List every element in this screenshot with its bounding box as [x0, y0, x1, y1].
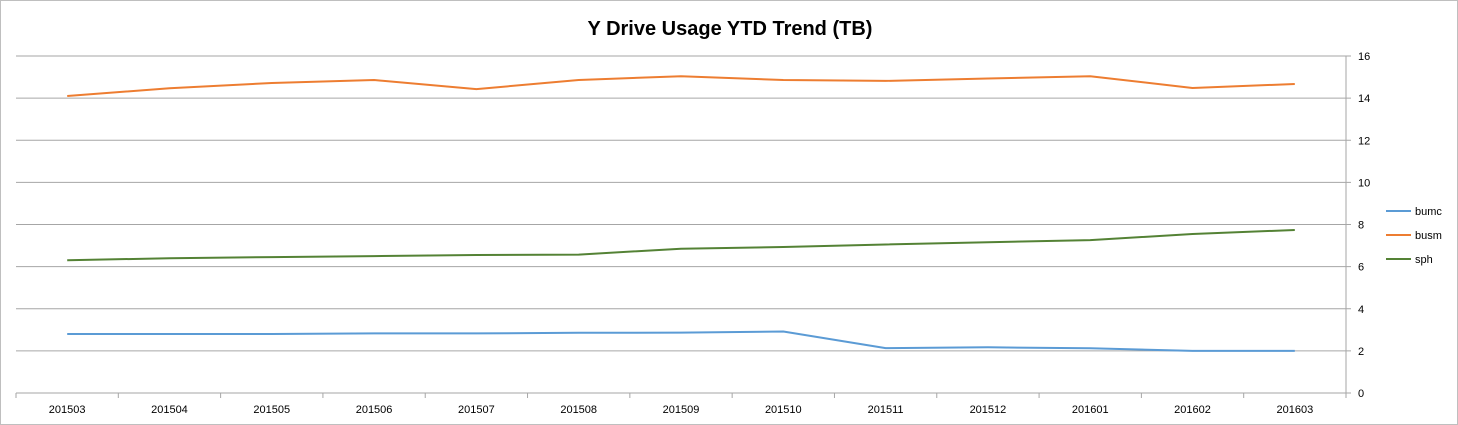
y-tick-label: 8 [1358, 220, 1364, 232]
gridlines [16, 55, 1346, 352]
legend-label-bumc: bumc [1415, 206, 1442, 218]
legend-label-busm: busm [1415, 230, 1442, 242]
x-tick-label: 201504 [151, 404, 188, 416]
x-tick-label: 201506 [356, 404, 393, 416]
y-tick-label: 6 [1358, 262, 1364, 274]
x-tick-label: 201512 [970, 404, 1007, 416]
x-tick-label: 201603 [1276, 404, 1313, 416]
chart-title: Y Drive Usage YTD Trend (TB) [588, 18, 873, 40]
y-tick-label: 0 [1358, 388, 1364, 400]
x-tick-label: 201511 [868, 404, 904, 416]
legend: bumc busm sph [1386, 206, 1442, 266]
x-tick-label: 201510 [765, 404, 802, 416]
series-lines [67, 75, 1295, 352]
x-tick-label: 201507 [458, 404, 495, 416]
y-tick-label: 4 [1358, 304, 1364, 316]
x-tick-label: 201509 [663, 404, 700, 416]
y-tick-label: 10 [1358, 177, 1370, 189]
x-tick-label: 201601 [1072, 404, 1109, 416]
y-tick-label: 14 [1358, 93, 1370, 105]
x-tick-label: 201508 [560, 404, 597, 416]
y-tick-label: 16 [1358, 51, 1370, 63]
y-tick-label: 12 [1358, 135, 1370, 147]
axes: 0 2 4 6 8 10 12 14 16 201503 201504 201505 201506 201… [15, 51, 1370, 416]
y-tick-label: 2 [1358, 346, 1364, 358]
x-tick-label: 201505 [253, 404, 290, 416]
x-tick-label: 201602 [1174, 404, 1211, 416]
series-line-bumc [67, 330, 1295, 352]
x-tick-label: 201503 [49, 404, 86, 416]
legend-label-sph: sph [1415, 254, 1433, 266]
series-line-sph [67, 229, 1295, 262]
series-line-busm [67, 75, 1295, 97]
